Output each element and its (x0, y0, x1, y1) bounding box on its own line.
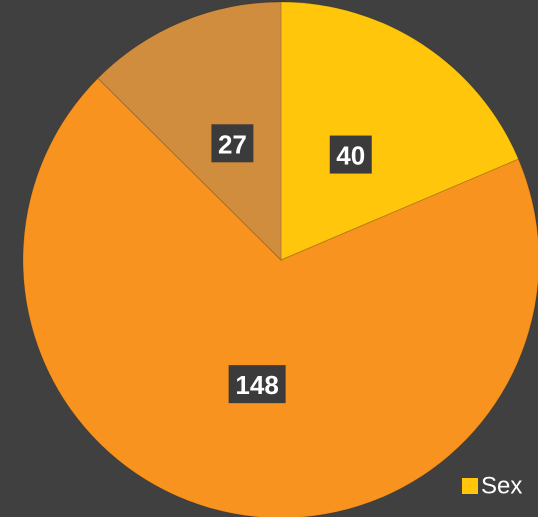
value-label-box (211, 124, 254, 163)
value-label: 40 (336, 141, 365, 171)
value-label: 148 (235, 370, 278, 400)
value-label-box (329, 135, 372, 174)
pie-slice (280, 1, 520, 261)
pie-slice (97, 1, 282, 262)
value-label: 27 (218, 129, 247, 159)
legend-swatch (462, 478, 478, 494)
pie-slice (22, 77, 538, 517)
value-label-box (228, 365, 286, 404)
legend-label: Sex (481, 473, 522, 500)
